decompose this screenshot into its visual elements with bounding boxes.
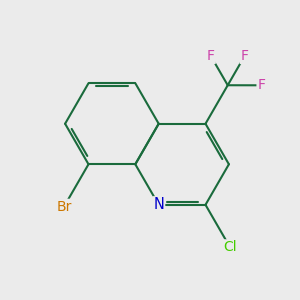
Text: Br: Br (56, 200, 72, 214)
Text: F: F (241, 49, 249, 63)
Text: F: F (207, 49, 215, 63)
Text: F: F (257, 78, 266, 92)
Text: Cl: Cl (223, 240, 237, 254)
Text: N: N (153, 197, 164, 212)
